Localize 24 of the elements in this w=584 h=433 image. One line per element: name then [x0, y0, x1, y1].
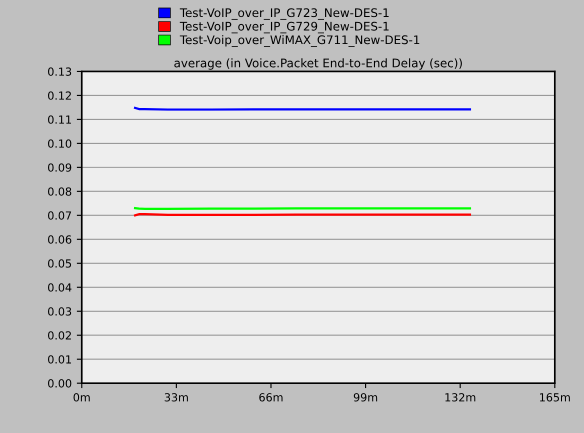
x-tick-label: 66m: [259, 393, 283, 402]
y-tick-label: 0.02: [48, 331, 71, 340]
y-tick-label: 0.12: [48, 91, 71, 100]
legend-label: Test-VoIP_over_IP_G723_New-DES-1: [180, 8, 389, 20]
x-tick-label: 165m: [540, 393, 570, 402]
legend-label: Test-Voip_over_WiMAX_G711_New-DES-1: [180, 35, 420, 47]
y-tick-label: 0.10: [48, 139, 72, 148]
y-tick-label: 0.05: [48, 259, 72, 268]
y-tick-label: 0.08: [48, 187, 72, 196]
chart-title: average (in Voice.Packet End-to-End Delay (sec)): [174, 58, 462, 70]
y-tick-label: 0.06: [48, 235, 72, 244]
x-tick-label: 99m: [354, 393, 378, 402]
y-tick-label: 0.03: [48, 307, 72, 316]
x-tick-label: 132m: [445, 393, 476, 402]
x-tick-label: 0m: [74, 393, 90, 402]
x-tick-label: 33m: [164, 393, 188, 402]
y-tick-label: 0.00: [48, 379, 72, 388]
y-tick-label: 0.01: [48, 355, 72, 364]
y-tick-label: 0.07: [48, 211, 72, 220]
y-tick-label: 0.09: [48, 163, 72, 172]
y-tick-label: 0.13: [48, 67, 72, 76]
y-tick-label: 0.04: [48, 283, 72, 292]
legend-label: Test-VoIP_over_IP_G729_New-DES-1: [180, 22, 389, 34]
y-tick-label: 0.11: [48, 115, 72, 124]
